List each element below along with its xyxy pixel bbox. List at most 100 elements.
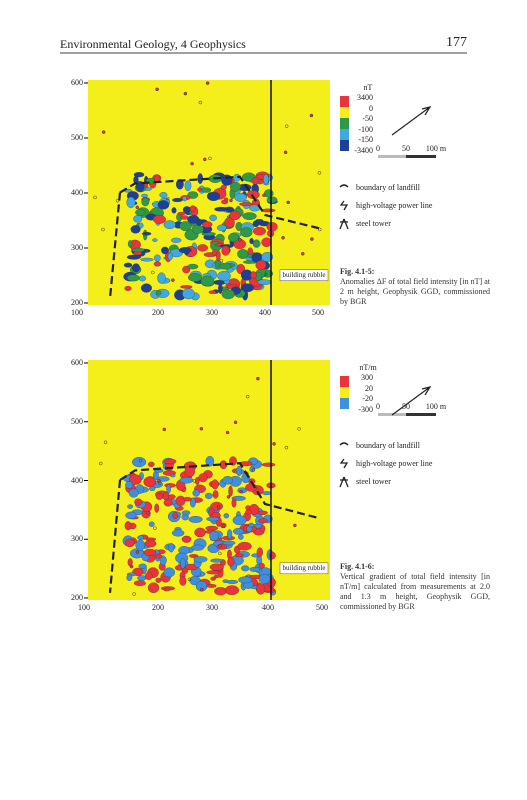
anomaly-blob (223, 197, 229, 202)
anomaly-blob (261, 251, 274, 262)
anomaly-blob (237, 541, 252, 551)
legend-text: high-voltage power line (356, 201, 433, 210)
anomaly-blob (182, 196, 187, 202)
anomaly-blob (234, 193, 247, 202)
anomaly-blob (255, 219, 264, 223)
annotation: building rubble (282, 563, 326, 572)
anomaly-dot (138, 458, 143, 463)
anomaly-blob (223, 513, 230, 519)
legend-swatch (340, 118, 349, 129)
figure-caption: Fig. 4.1-5: Anomalies ΔF of total field i… (340, 267, 490, 307)
anomaly-blob (140, 257, 154, 262)
scale-bar-b (406, 413, 436, 416)
anomaly-blob (124, 285, 132, 291)
anomaly-blob (261, 237, 272, 248)
anomaly-dot (132, 592, 136, 596)
anomaly-blob (144, 572, 153, 580)
anomaly-blob (147, 461, 155, 467)
anomaly-dot (317, 171, 322, 175)
anomaly-blob (181, 535, 192, 543)
anomaly-blob (154, 553, 163, 559)
anomaly-blob (167, 252, 173, 261)
legend-label: -150 (358, 135, 373, 144)
anomaly-blob (163, 498, 173, 507)
anomaly-blob (243, 260, 256, 264)
anomaly-blob (258, 518, 268, 524)
anomaly-dot (135, 550, 140, 554)
anomaly-blob (126, 274, 140, 282)
anomaly-blob (263, 174, 269, 185)
anomaly-dot (135, 205, 140, 210)
legend-symbol (339, 442, 349, 446)
anomaly-blob (206, 570, 221, 575)
anomaly-dot (284, 445, 289, 450)
anomaly-dot (318, 227, 322, 232)
page-number: 177 (446, 35, 467, 50)
anomaly-dot (157, 481, 162, 485)
landfill-boundary (108, 175, 321, 299)
anomaly-blob (154, 503, 160, 513)
anomaly-blob (157, 272, 166, 284)
anomaly-dot (245, 394, 250, 399)
anomaly-blob (126, 196, 136, 209)
anomaly-blob (153, 261, 162, 267)
anomaly-blob (182, 265, 191, 274)
y-axis-label: 300 (71, 243, 83, 252)
legend-label: -50 (362, 114, 373, 123)
anomaly-blob (237, 249, 249, 259)
anomaly-blob (206, 191, 221, 201)
anomaly-blob (250, 271, 257, 280)
anomaly-dot (183, 91, 188, 96)
legend-symbol (339, 200, 349, 211)
legend-label: -100 (358, 124, 373, 134)
scale-label: 100 m (425, 402, 447, 411)
anomaly-blob (266, 196, 278, 204)
anomaly-blob (187, 215, 200, 224)
anomaly-dot (103, 440, 108, 445)
scale-label: 0 (376, 144, 380, 153)
anomaly-dot (221, 524, 226, 528)
anomaly-dot (225, 430, 230, 435)
legend-symbol (339, 476, 349, 488)
anomaly-blob (168, 494, 176, 500)
anomaly-blob (133, 215, 143, 223)
anomaly-blob (155, 290, 162, 296)
anomaly-blob (238, 533, 244, 540)
anomaly-blob (268, 551, 276, 560)
anomaly-blob (141, 197, 150, 207)
anomaly-blob (210, 501, 223, 511)
anomaly-blob (206, 584, 217, 588)
anomaly-blob (213, 574, 220, 579)
legend-text: boundary of landfill (356, 441, 420, 450)
x-axis-label: 400 (259, 308, 271, 317)
anomaly-blob (258, 562, 265, 569)
anomaly-dot (190, 161, 194, 166)
annotation-box (279, 562, 329, 575)
anomaly-dot (129, 564, 134, 569)
anomaly-blob (229, 181, 241, 192)
north-arrow (391, 386, 432, 416)
anomaly-blob (144, 539, 157, 548)
x-axis-label: 200 (152, 308, 164, 317)
anomaly-dot (226, 495, 231, 499)
caption-text: Vertical gradient of total field intensi… (340, 572, 490, 611)
legend-text: high-voltage power line (356, 459, 433, 468)
anomaly-blob (124, 521, 132, 531)
x-axis-label: 100 (78, 603, 90, 612)
anomaly-blob (253, 240, 260, 248)
anomaly-blob (194, 527, 206, 538)
anomaly-blob (210, 558, 223, 563)
anomaly-blob (155, 493, 163, 500)
anomaly-blob (228, 485, 233, 497)
anomaly-blob (212, 490, 219, 499)
anomaly-blob (127, 240, 133, 248)
anomaly-blob (180, 215, 189, 220)
anomaly-dot (238, 238, 242, 242)
anomaly-blob (202, 221, 213, 228)
anomaly-dot (219, 258, 224, 263)
anomaly-blob (245, 509, 252, 515)
anomaly-blob (134, 498, 143, 506)
anomaly-dot (301, 252, 305, 256)
y-axis-label: 200 (71, 298, 83, 307)
